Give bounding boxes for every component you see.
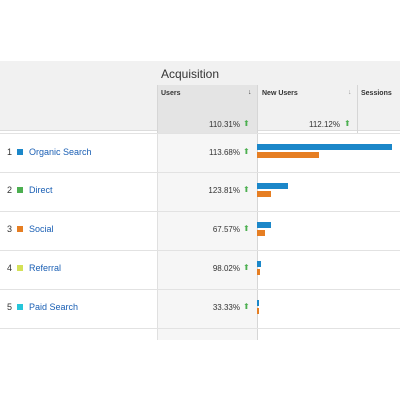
- sessions-bar: [257, 152, 319, 158]
- users-change-value: 123.81%: [208, 186, 240, 195]
- channel-link[interactable]: Direct: [29, 185, 53, 195]
- channel-color-swatch: [17, 265, 23, 271]
- sort-icon[interactable]: ↓: [348, 89, 352, 96]
- channel-link[interactable]: Organic Search: [29, 147, 92, 157]
- row-divider: [0, 328, 400, 329]
- sort-desc-icon[interactable]: ↓: [248, 89, 252, 96]
- channel-color-swatch: [17, 187, 23, 193]
- sessions-header-label[interactable]: Sessions: [361, 90, 392, 97]
- channel-color-swatch: [17, 149, 23, 155]
- new-users-bar: [257, 222, 271, 228]
- row-rank: 3: [7, 224, 13, 234]
- sessions-bar: [257, 308, 259, 314]
- users-change-value: 98.02%: [212, 264, 240, 273]
- trend-up-icon: ⬆: [344, 119, 351, 128]
- row-rank: 4: [7, 263, 13, 273]
- users-summary-value: 110.31%: [209, 120, 240, 129]
- trend-up-icon: ⬆: [243, 263, 250, 272]
- users-change-value: 113.68%: [209, 148, 240, 157]
- channel-color-swatch: [17, 226, 23, 232]
- channel-color-swatch: [17, 304, 23, 310]
- sessions-bar: [257, 230, 265, 236]
- column-divider: [257, 85, 258, 133]
- sessions-bar: [257, 269, 260, 275]
- channel-link[interactable]: Social: [29, 224, 54, 234]
- new-users-bar: [257, 144, 392, 150]
- row-divider: [0, 211, 400, 212]
- channel-link[interactable]: Referral: [29, 263, 62, 273]
- new-users-header-label[interactable]: New Users: [262, 90, 298, 97]
- row-rank: 2: [7, 185, 13, 195]
- column-divider: [257, 133, 258, 340]
- trend-up-icon: ⬆: [243, 224, 250, 233]
- new-users-bar: [257, 300, 259, 306]
- new-users-bar: [257, 183, 288, 189]
- row-rank: 1: [7, 147, 13, 157]
- new-users-summary-value: 112.12%: [309, 120, 340, 129]
- row-divider: [0, 289, 400, 290]
- summary-row: [157, 110, 357, 111]
- trend-up-icon: ⬆: [243, 119, 250, 128]
- column-group-title: Acquisition: [161, 67, 220, 81]
- users-change-value: 67.57%: [212, 225, 240, 234]
- channel-link[interactable]: Paid Search: [29, 302, 79, 312]
- row-divider: [0, 133, 400, 134]
- users-column-header[interactable]: [157, 85, 257, 133]
- row-divider: [0, 172, 400, 173]
- row-divider: [0, 250, 400, 251]
- users-column: [157, 133, 257, 340]
- new-users-bar: [257, 261, 261, 267]
- trend-up-icon: ⬆: [243, 147, 250, 156]
- users-header-label[interactable]: Users: [161, 90, 181, 97]
- row-rank: 5: [7, 302, 13, 312]
- column-divider: [357, 85, 358, 133]
- users-change-value: 33.33%: [212, 303, 240, 312]
- sessions-bar: [257, 191, 271, 197]
- trend-up-icon: ⬆: [243, 302, 250, 311]
- trend-up-icon: ⬆: [243, 185, 250, 194]
